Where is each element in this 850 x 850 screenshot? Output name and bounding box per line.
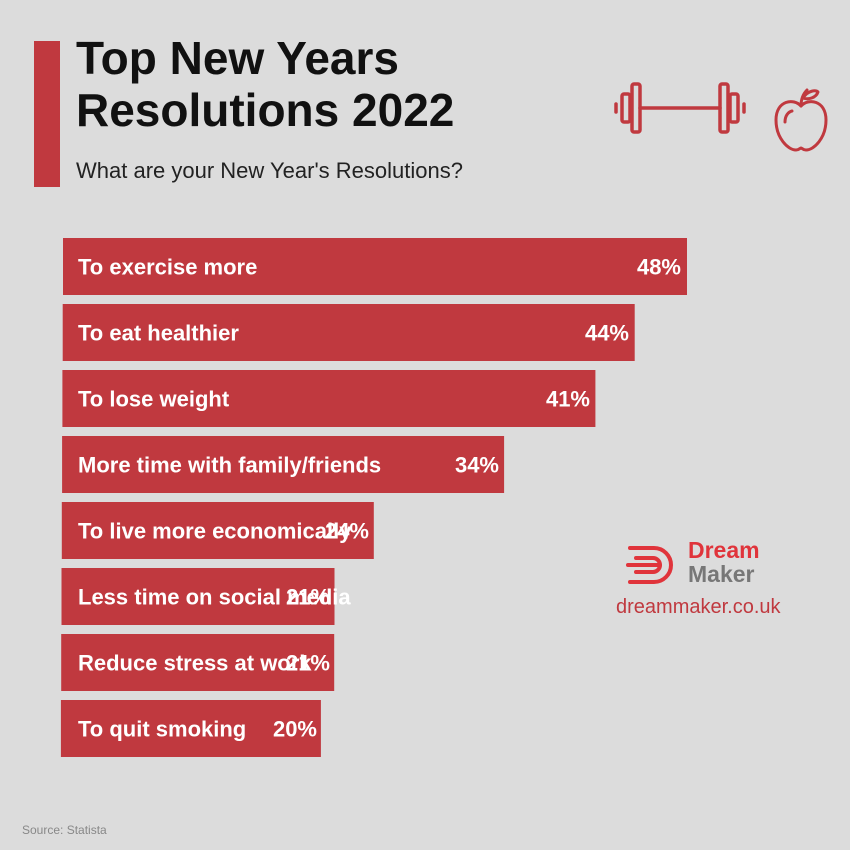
bar-label-1: To eat healthier: [78, 321, 239, 346]
brand-name: Dream Maker: [688, 538, 760, 586]
bar-value-label-7: 20%: [273, 717, 317, 742]
apple-icon: [774, 88, 828, 152]
bar-5: [61, 568, 335, 625]
dream-maker-logo-icon: [626, 546, 673, 584]
source-note: Source: Statista: [22, 823, 107, 837]
brand-name-line1: Dream: [688, 537, 760, 563]
bar-value-label-3: 34%: [455, 453, 499, 478]
bar-label-2: To lose weight: [78, 387, 230, 412]
bar-label-7: To quit smoking: [78, 717, 246, 742]
bar-value-label-2: 41%: [546, 387, 590, 412]
bar-label-3: More time with family/friends: [78, 453, 381, 478]
bar-value-label-6: 21%: [286, 651, 330, 676]
bar-value-label-1: 44%: [585, 321, 629, 346]
brand-name-line2: Maker: [688, 561, 755, 587]
page-subtitle: What are your New Year's Resolutions?: [76, 158, 463, 183]
bar-4: [61, 502, 374, 559]
bar-7: [60, 700, 321, 757]
dumbbell-icon: [614, 82, 746, 134]
bar-1: [62, 304, 635, 361]
bar-label-4: To live more economically: [78, 519, 352, 544]
brand-url[interactable]: dreammaker.co.uk: [616, 596, 781, 618]
bar-3: [62, 436, 505, 493]
bar-6: [61, 634, 335, 691]
page-title: Top New Years Resolutions 2022: [76, 32, 455, 136]
bar-2: [62, 370, 596, 427]
bar-label-6: Reduce stress at work: [78, 651, 312, 676]
bar-value-label-0: 48%: [637, 255, 681, 280]
bar-0: [63, 238, 687, 295]
bar-value-label-4: 24%: [325, 519, 369, 544]
bar-value-label-5: 21%: [286, 585, 330, 610]
bar-label-0: To exercise more: [78, 255, 257, 280]
title-accent-bar: [34, 41, 60, 187]
bar-label-5: Less time on social media: [78, 585, 351, 610]
